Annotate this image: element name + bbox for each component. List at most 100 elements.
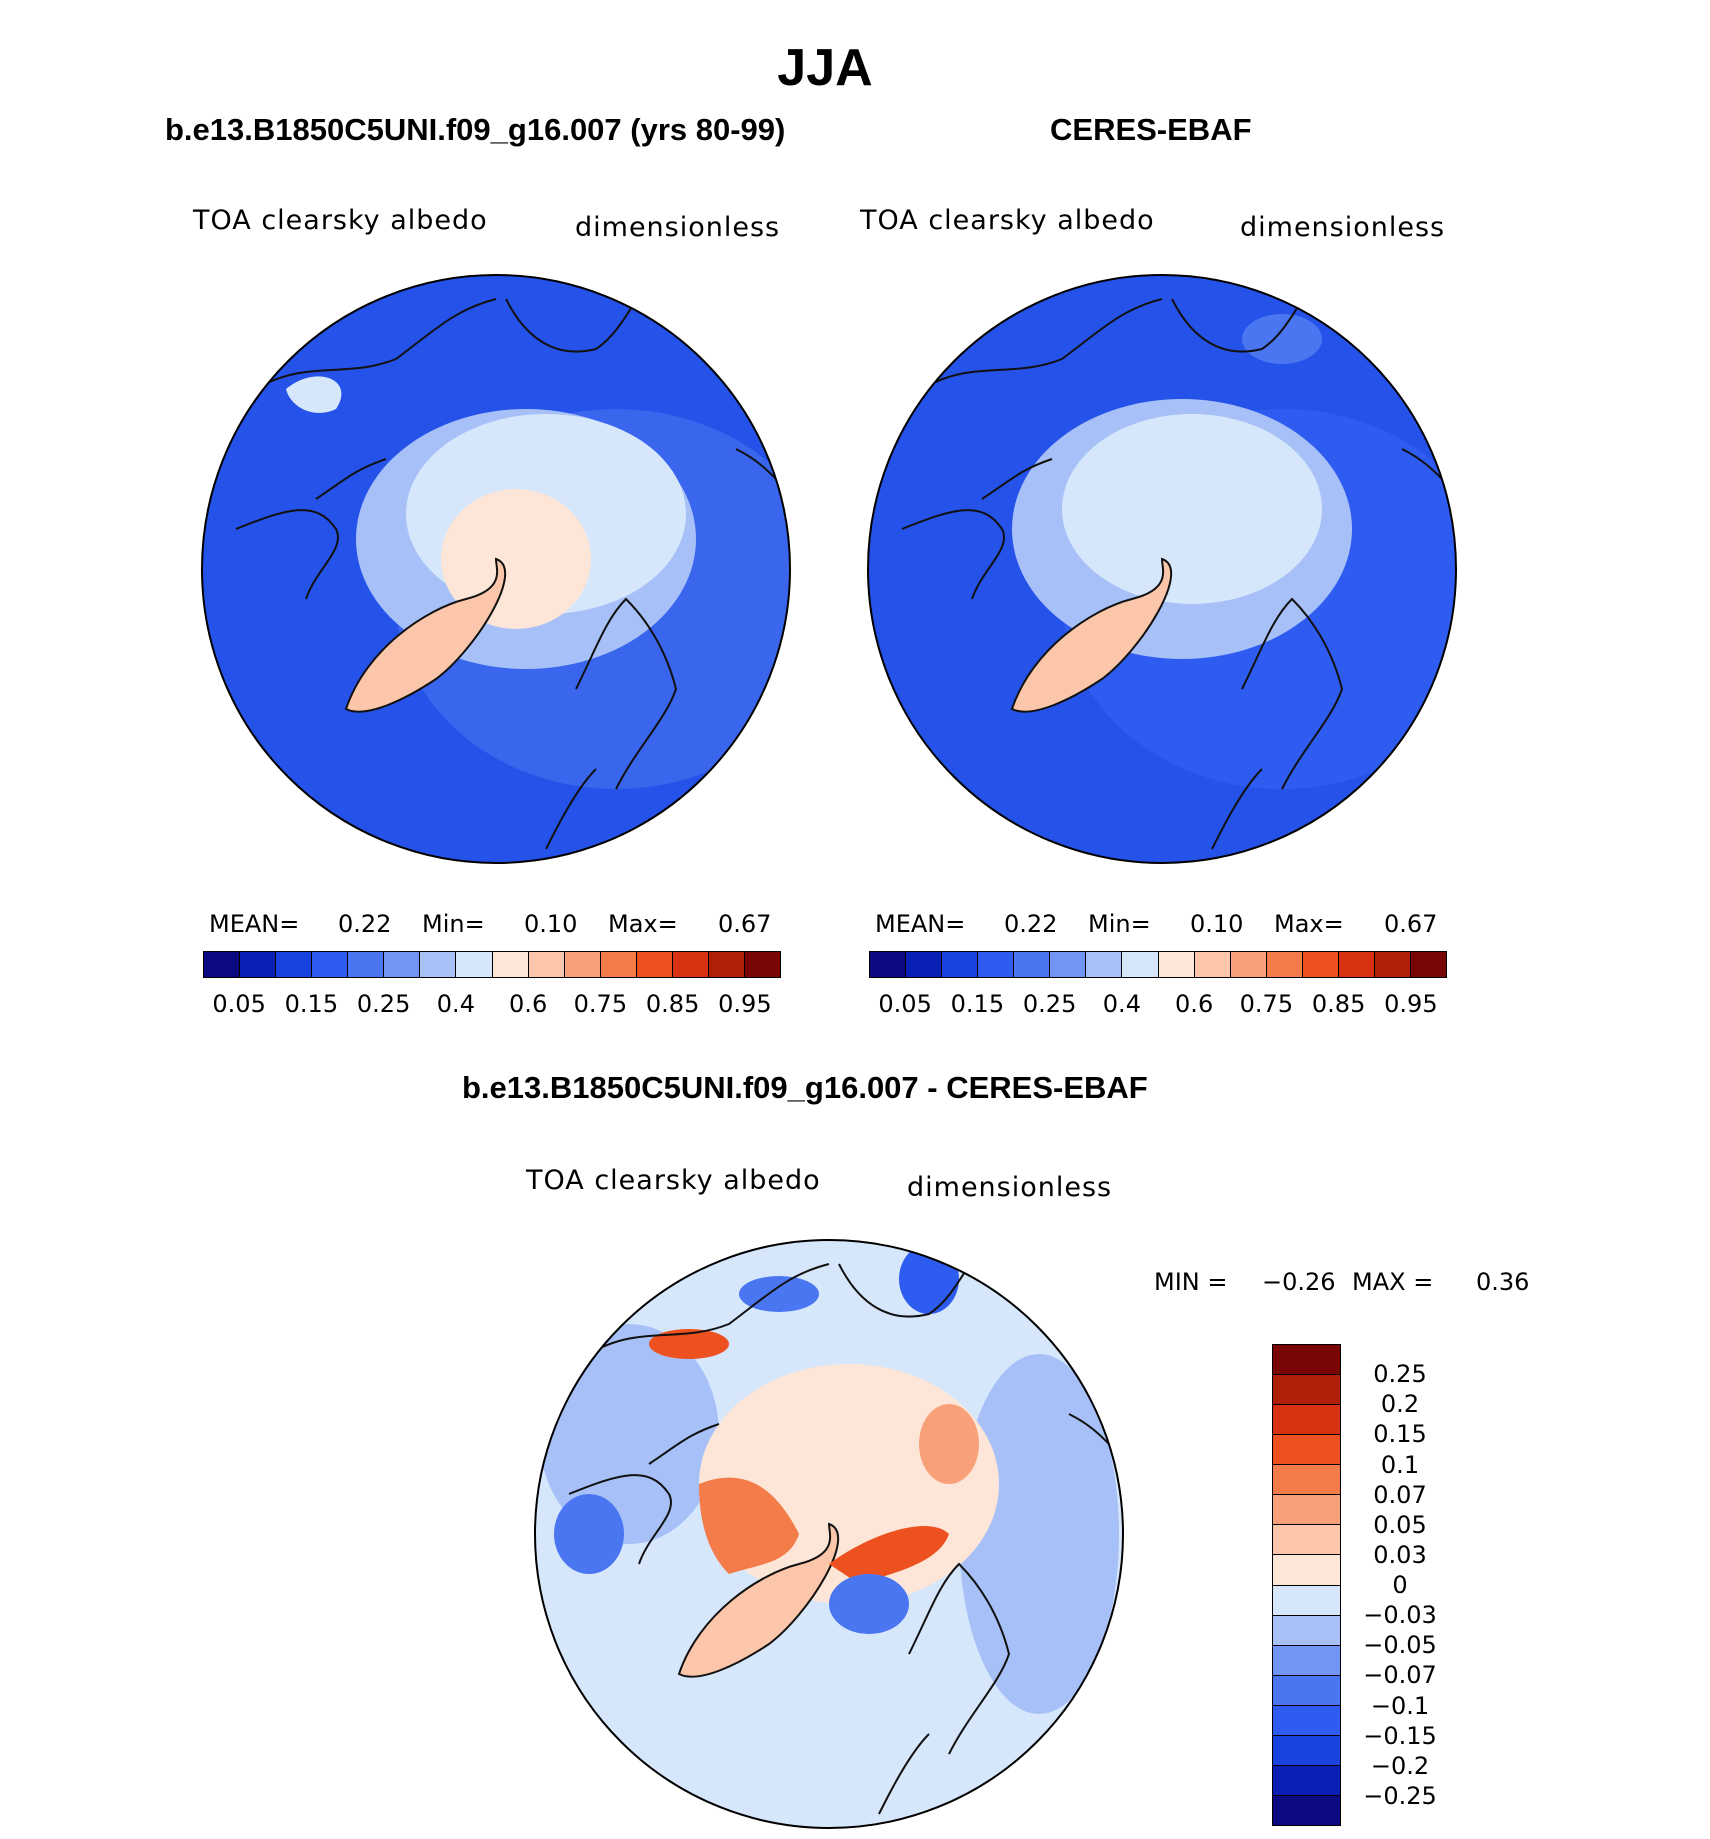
colorbar-tick-label: 0 — [1392, 1571, 1408, 1599]
colorbar-swatch — [1014, 952, 1051, 977]
colorbar-swatch — [1273, 1525, 1340, 1556]
model-variable-label: TOA clearsky albedo — [193, 205, 488, 236]
colorbar-swatch — [1050, 952, 1087, 977]
colorbar-swatch — [348, 952, 385, 977]
colorbar-swatch — [978, 952, 1015, 977]
colorbar-tick-label: 0.05 — [1373, 1510, 1427, 1539]
colorbar-swatch — [456, 952, 493, 977]
colorbar-swatch — [1273, 1675, 1340, 1706]
colorbar-tick-label: −0.03 — [1363, 1601, 1437, 1630]
colorbar-swatch — [1273, 1765, 1340, 1796]
colorbar-tick-label: 0.75 — [1239, 990, 1294, 1018]
model-colorbar — [203, 951, 781, 978]
colorbar-tick-label: −0.05 — [1363, 1631, 1437, 1660]
colorbar-swatch — [744, 952, 780, 977]
colorbar-tick-label: −0.2 — [1370, 1751, 1430, 1780]
colorbar-swatch — [1273, 1705, 1340, 1736]
colorbar-swatch — [1302, 952, 1339, 977]
colorbar-tick-label: 0.25 — [1373, 1360, 1427, 1389]
colorbar-swatch — [1273, 1555, 1340, 1586]
obs-units-label: dimensionless — [1240, 212, 1446, 243]
model-polar-map — [201, 274, 791, 864]
colorbar-swatch — [1273, 1495, 1340, 1526]
colorbar-swatch — [1410, 952, 1446, 977]
obs-mean-value: 0.22 — [1004, 910, 1058, 938]
colorbar-swatch — [276, 952, 313, 977]
colorbar-swatch — [1273, 1465, 1340, 1496]
colorbar-swatch — [1273, 1435, 1340, 1466]
colorbar-swatch — [1273, 1405, 1340, 1436]
colorbar-tick-label: 0.6 — [509, 990, 548, 1018]
colorbar-tick-label: −0.25 — [1363, 1781, 1437, 1810]
colorbar-tick-label: 0.15 — [1373, 1420, 1427, 1449]
colorbar-swatch — [1194, 952, 1231, 977]
colorbar-swatch — [1230, 952, 1267, 977]
colorbar-tick-label: 0.03 — [1373, 1540, 1427, 1569]
model-max-value: 0.67 — [718, 910, 772, 938]
model-mean-label: MEAN= — [209, 910, 300, 938]
colorbar-tick-label: 0.4 — [436, 990, 475, 1018]
colorbar-tick-label: 0.25 — [356, 990, 411, 1018]
colorbar-tick-label: 0.6 — [1175, 990, 1214, 1018]
model-colorbar-ticks: 0.05 0.15 0.25 0.4 0.6 0.75 0.85 0.95 — [203, 990, 781, 1020]
colorbar-swatch — [420, 952, 457, 977]
colorbar-swatch — [1273, 1345, 1340, 1376]
model-units-label: dimensionless — [575, 212, 781, 243]
diff-min-label: MIN = — [1154, 1268, 1228, 1296]
colorbar-swatch — [564, 952, 601, 977]
colorbar-tick-label: −0.07 — [1363, 1661, 1437, 1690]
diff-units-label: dimensionless — [907, 1172, 1113, 1203]
diff-colorbar — [1272, 1344, 1341, 1826]
colorbar-swatch — [384, 952, 421, 977]
colorbar-swatch — [672, 952, 709, 977]
colorbar-swatch — [1273, 1735, 1340, 1766]
obs-max-label: Max= — [1274, 910, 1344, 938]
colorbar-tick-label: 0.95 — [718, 990, 772, 1018]
diff-colorbar-ticks: 0.25 0.2 0.15 0.1 0.07 0.05 0.03 0 −0.03 −0.05 −0.… — [1340, 1344, 1460, 1826]
colorbar-tick-label: 0.25 — [1022, 990, 1077, 1018]
colorbar-swatch — [1273, 1615, 1340, 1646]
model-min-label: Min= — [422, 910, 485, 938]
colorbar-tick-label: 0.1 — [1380, 1450, 1420, 1479]
obs-panel-title: CERES-EBAF — [1050, 112, 1252, 147]
colorbar-swatch — [1338, 952, 1375, 977]
colorbar-swatch — [870, 952, 907, 977]
diff-variable-label: TOA clearsky albedo — [526, 1165, 821, 1196]
colorbar-swatch — [708, 952, 745, 977]
colorbar-swatch — [1273, 1375, 1340, 1406]
diff-max-label: MAX = — [1352, 1268, 1434, 1296]
obs-colorbar-ticks: 0.05 0.15 0.25 0.4 0.6 0.75 0.85 0.95 — [869, 990, 1447, 1020]
colorbar-tick-label: 0.2 — [1380, 1390, 1420, 1419]
obs-colorbar — [869, 951, 1447, 978]
colorbar-tick-label: 0.4 — [1102, 990, 1141, 1018]
colorbar-swatch — [528, 952, 565, 977]
colorbar-tick-label: 0.15 — [284, 990, 339, 1018]
obs-min-value: 0.10 — [1190, 910, 1244, 938]
colorbar-tick-label: 0.75 — [573, 990, 628, 1018]
colorbar-tick-label: 0.95 — [1384, 990, 1438, 1018]
colorbar-swatch — [942, 952, 979, 977]
diff-max-value: 0.36 — [1476, 1268, 1530, 1296]
colorbar-swatch — [204, 952, 241, 977]
colorbar-tick-label: 0.85 — [645, 990, 700, 1018]
model-mean-value: 0.22 — [338, 910, 392, 938]
colorbar-tick-label: −0.15 — [1363, 1721, 1437, 1750]
colorbar-swatch — [312, 952, 349, 977]
obs-polar-map — [867, 274, 1457, 864]
obs-mean-label: MEAN= — [875, 910, 966, 938]
model-min-value: 0.10 — [524, 910, 578, 938]
colorbar-swatch — [1273, 1795, 1340, 1825]
obs-variable-label: TOA clearsky albedo — [860, 205, 1155, 236]
obs-min-label: Min= — [1088, 910, 1151, 938]
colorbar-tick-label: 0.15 — [950, 990, 1005, 1018]
diff-polar-map — [534, 1239, 1124, 1829]
colorbar-swatch — [1374, 952, 1411, 977]
colorbar-swatch — [906, 952, 943, 977]
colorbar-swatch — [1122, 952, 1159, 977]
colorbar-tick-label: 0.85 — [1311, 990, 1366, 1018]
colorbar-swatch — [1266, 952, 1303, 977]
colorbar-tick-label: −0.1 — [1370, 1691, 1430, 1720]
colorbar-swatch — [240, 952, 277, 977]
colorbar-swatch — [1273, 1585, 1340, 1616]
colorbar-swatch — [1158, 952, 1195, 977]
